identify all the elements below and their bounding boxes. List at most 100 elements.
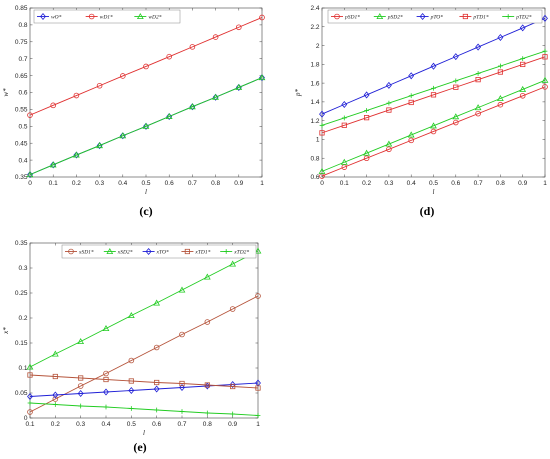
data-point — [363, 91, 370, 99]
data-point — [73, 151, 80, 158]
data-point — [497, 101, 504, 108]
data-point — [452, 113, 460, 120]
data-point — [142, 122, 150, 129]
series-pTD1* — [319, 54, 548, 136]
legend-marker — [376, 12, 384, 20]
y-tick-label: 0.35 — [15, 240, 28, 247]
x-tick-label: 0.9 — [234, 180, 243, 187]
legend-entry: pSD2* — [373, 12, 403, 21]
y-tick-label: 0.4 — [18, 157, 27, 164]
x-tick-label: 0 — [28, 180, 32, 187]
y-axis-label: p* — [294, 89, 302, 98]
legend-entry: xTD1* — [181, 248, 211, 256]
data-point — [340, 158, 348, 165]
data-point — [430, 128, 437, 135]
data-point — [541, 76, 549, 83]
data-point — [236, 24, 242, 31]
data-point — [341, 122, 347, 128]
data-point — [153, 344, 160, 351]
y-axis-label: x* — [2, 327, 10, 335]
data-point — [27, 392, 33, 401]
y-tick-label: 0.8 — [18, 22, 27, 29]
data-point — [189, 103, 196, 110]
y-tick-label: 1.6 — [310, 80, 319, 87]
data-point — [166, 53, 173, 60]
series-wD2* — [26, 74, 266, 178]
panel-label: (c) — [139, 204, 152, 218]
data-point — [497, 69, 504, 75]
x-tick-label: 0.2 — [72, 180, 81, 187]
series-line — [321, 86, 546, 177]
data-point — [255, 293, 261, 299]
data-point — [179, 383, 185, 392]
data-point — [212, 93, 219, 100]
data-point — [408, 99, 414, 106]
data-point — [475, 77, 481, 83]
legend-marker — [88, 13, 95, 20]
legend-box — [327, 9, 543, 24]
legend: pSD1* pSD2* pTO* pTD1* pTD2* — [327, 9, 543, 24]
x-tick-label: 0.2 — [362, 180, 371, 187]
legend-entry: pTD1* — [459, 13, 489, 21]
series-pSD2* — [318, 76, 549, 174]
data-point — [453, 78, 459, 84]
legend-entry: wD2* — [134, 12, 162, 21]
legend: xSD1* xSD2* xTO* xTD1* xTD2* — [61, 244, 257, 259]
data-point — [542, 14, 548, 22]
data-point — [128, 357, 135, 364]
legend-label: xTD1* — [194, 250, 210, 256]
legend-entry: pTO* — [416, 12, 443, 21]
series-line — [29, 17, 263, 116]
data-point — [203, 273, 211, 280]
data-point — [430, 62, 437, 70]
y-tick-label: 1.4 — [310, 99, 319, 106]
legend-entry: xTO* — [142, 247, 169, 256]
x-tick-label: 0 — [320, 180, 324, 187]
data-point — [520, 56, 526, 62]
panel-label: (d) — [420, 204, 435, 218]
data-point — [103, 388, 109, 396]
y-tick-label: 0.05 — [15, 390, 28, 397]
data-point — [143, 63, 149, 70]
data-point — [50, 102, 56, 109]
data-point — [229, 260, 237, 267]
x-tick-label: 0.7 — [474, 180, 483, 187]
data-point — [127, 311, 135, 319]
data-point — [520, 61, 526, 68]
y-tick-label: 0 — [24, 415, 28, 422]
y-tick-label: 0.3 — [18, 265, 27, 272]
series-line — [321, 56, 546, 134]
data-point — [73, 92, 80, 99]
data-point — [49, 161, 57, 168]
data-point — [27, 400, 33, 406]
y-tick-label: 0.2 — [18, 315, 27, 322]
data-point — [229, 380, 236, 389]
data-point — [27, 409, 33, 415]
legend-entry: xSD1* — [65, 248, 94, 256]
data-point — [542, 48, 548, 54]
data-point — [52, 402, 58, 407]
data-point — [235, 83, 243, 90]
data-point — [259, 74, 265, 82]
data-point — [408, 72, 415, 80]
x-tick-label: 0.1 — [49, 180, 58, 187]
data-point — [258, 74, 266, 81]
data-point — [230, 383, 236, 390]
y-tick-label: 0.65 — [15, 73, 28, 80]
series-wD1* — [27, 14, 265, 118]
data-point — [254, 247, 262, 254]
legend-entry: pSD1* — [331, 13, 360, 21]
series-line — [321, 17, 546, 115]
x-tick-label: 0.9 — [518, 180, 527, 187]
data-point — [178, 286, 186, 293]
legend-label: pSD2* — [387, 15, 403, 21]
data-point — [385, 140, 393, 147]
data-point — [103, 376, 109, 383]
data-point — [259, 14, 265, 21]
legend: wO* wD1* wD2* — [33, 9, 181, 24]
legend-marker — [462, 13, 469, 20]
data-point — [51, 350, 59, 357]
legend-marker — [334, 13, 340, 20]
y-tick-label: 0.5 — [18, 124, 27, 131]
